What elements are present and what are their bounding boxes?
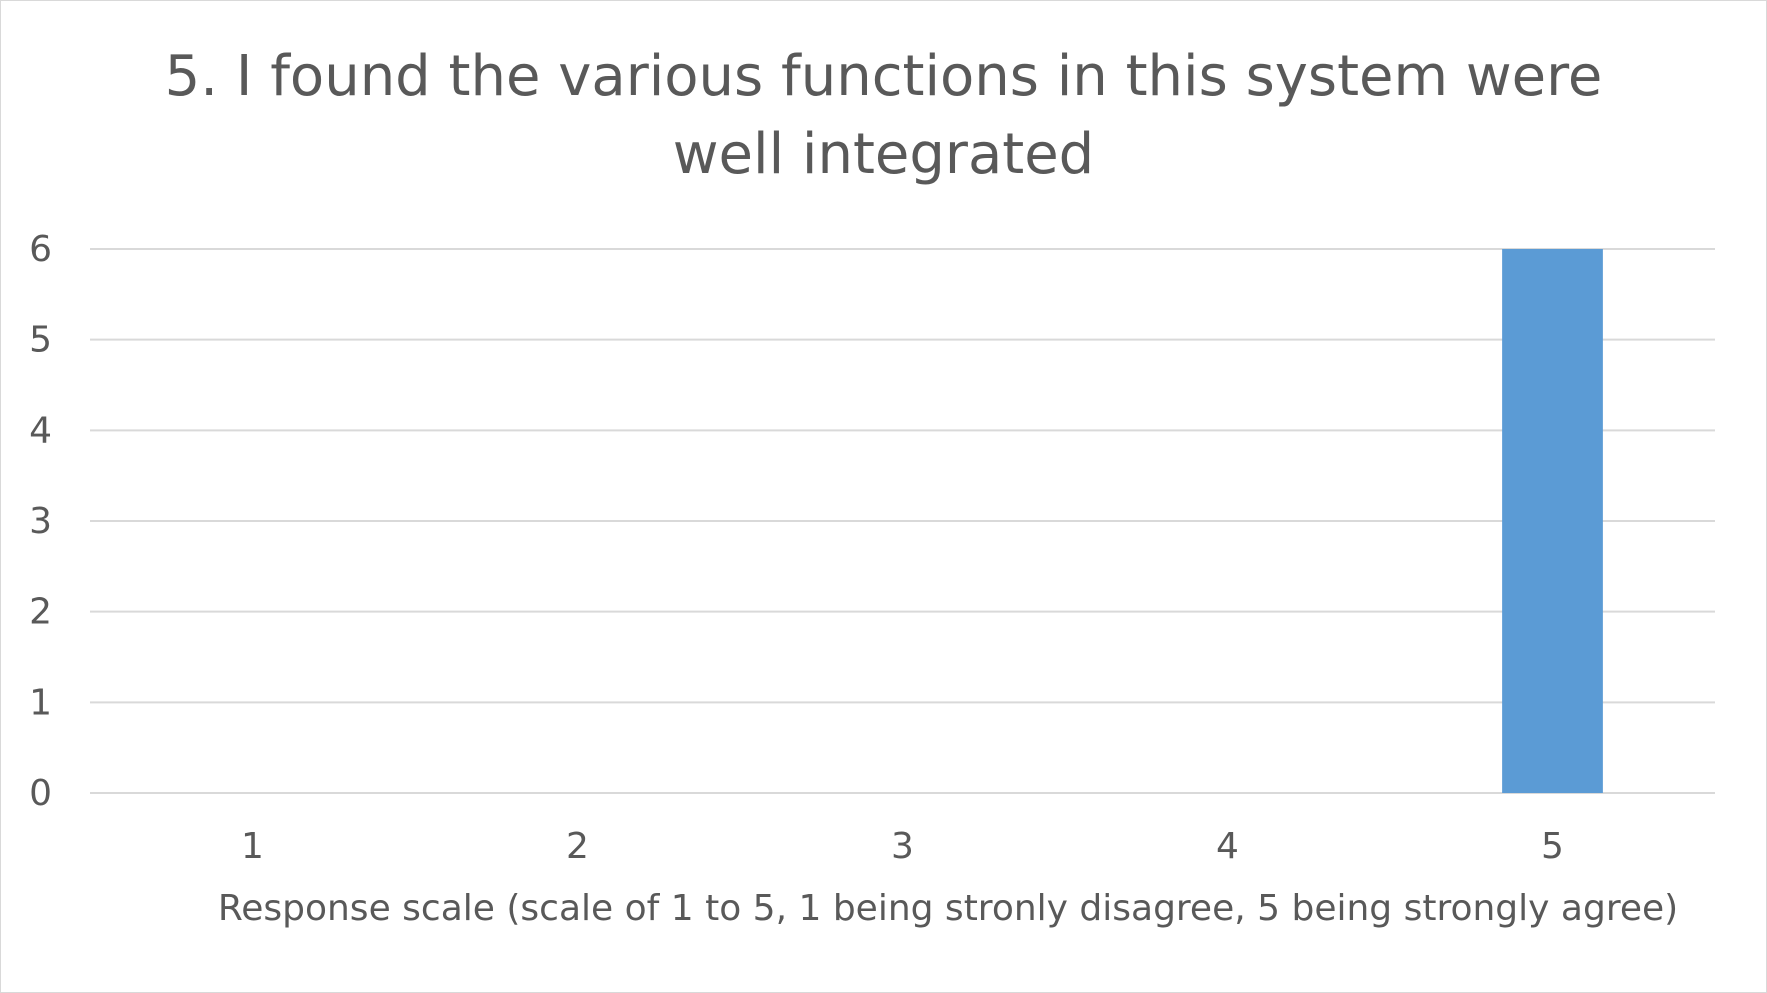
chart-title-line-2: well integrated [672,122,1095,187]
bar-5 [1502,249,1603,793]
y-tick-label: 2 [29,592,52,633]
x-tick-label: 4 [1216,826,1239,867]
y-tick-label: 5 [29,320,52,361]
x-axis-title: Response scale (scale of 1 to 5, 1 being… [217,888,1679,929]
chart-title-line-1: 5. I found the various functions in this… [164,44,1603,109]
y-tick-label: 6 [29,229,52,270]
x-tick-label: 2 [566,826,589,867]
y-tick-label: 0 [29,773,52,814]
y-tick-label: 3 [29,501,52,542]
y-tick-label: 4 [29,410,52,451]
x-tick-labels: 1 2 3 4 5 [241,826,1564,867]
x-tick-label: 1 [241,826,264,867]
y-tick-label: 1 [29,682,52,723]
gridlines [90,248,1715,794]
x-tick-label: 5 [1541,826,1564,867]
x-tick-label: 3 [891,826,914,867]
y-tick-labels: 0 1 2 3 4 5 6 [29,229,52,814]
bars [1502,249,1603,793]
